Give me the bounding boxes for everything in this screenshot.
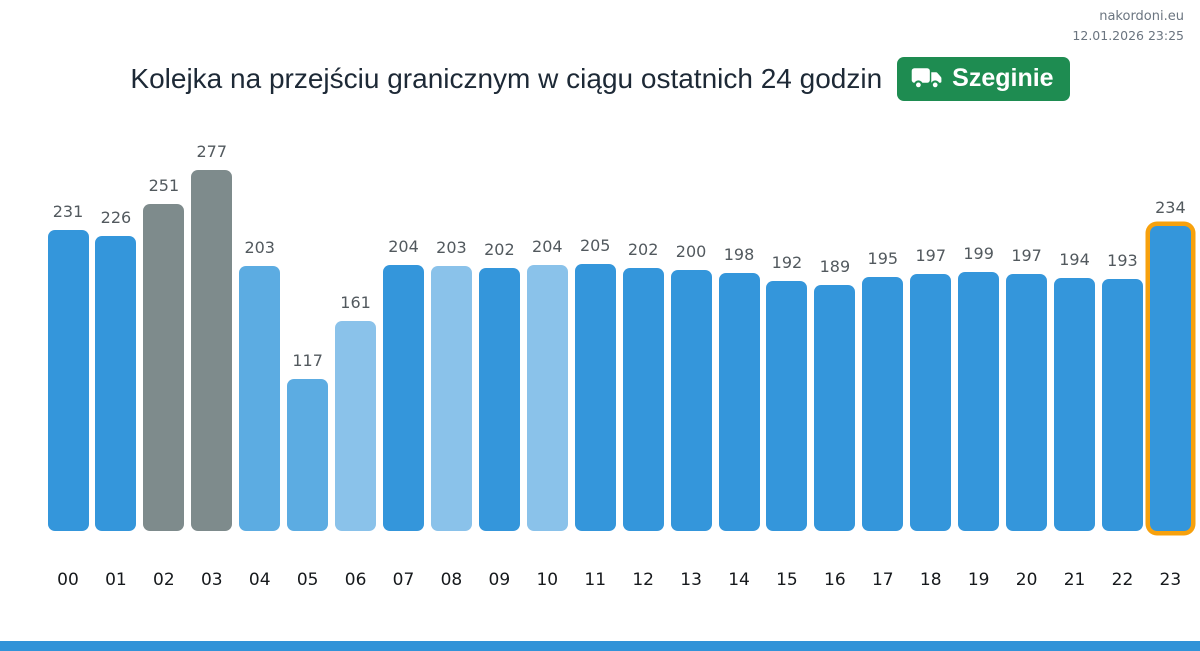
x-axis-label-02: 02: [153, 570, 175, 590]
bar-hour-02[interactable]: [143, 204, 185, 531]
x-axis-label-08: 08: [440, 570, 463, 590]
x-axis-label-10: 10: [536, 570, 559, 590]
bar-value-label-07: 204: [388, 237, 419, 256]
x-axis-label-23: 23: [1159, 570, 1182, 590]
bar-value-label-15: 192: [771, 253, 803, 272]
bar-hour-09[interactable]: [478, 268, 520, 531]
bar-value-label-18: 197: [915, 246, 946, 265]
bar-hour-08[interactable]: [430, 266, 472, 531]
footer-bar: [0, 641, 1200, 651]
x-axis-label-07: 07: [392, 570, 415, 590]
bar-value-label-22: 193: [1107, 251, 1138, 270]
bar-hour-04[interactable]: [239, 266, 281, 531]
bar-value-label-23: 234: [1155, 198, 1186, 217]
bar-value-label-04: 203: [244, 238, 275, 257]
bar-value-label-10: 204: [532, 237, 563, 256]
bar-hour-00[interactable]: [47, 230, 89, 531]
bar-value-label-01: 226: [100, 208, 132, 227]
bar-value-label-02: 251: [148, 176, 180, 195]
header-datetime: 12.01.2026 23:25: [1072, 27, 1184, 43]
x-axis-label-01: 01: [105, 570, 127, 590]
x-axis-label-20: 20: [1015, 570, 1038, 590]
bar-value-label-08: 203: [436, 238, 467, 257]
bar-value-label-06: 161: [340, 293, 371, 312]
bar-value-label-12: 202: [627, 240, 659, 259]
bar-hour-13[interactable]: [670, 270, 712, 531]
x-axis-label-09: 09: [488, 570, 511, 590]
bar-value-label-17: 195: [867, 249, 899, 268]
x-axis-label-05: 05: [296, 570, 319, 590]
x-axis-label-11: 11: [584, 570, 607, 590]
bar-hour-03[interactable]: [191, 170, 233, 531]
bar-hour-11[interactable]: [574, 264, 616, 531]
x-axis-label-19: 19: [967, 570, 990, 590]
x-axis-label-21: 21: [1063, 570, 1086, 590]
bar-hour-21[interactable]: [1054, 278, 1096, 531]
bar-value-label-11: 205: [579, 236, 611, 255]
bar-hour-23[interactable]: [1149, 226, 1191, 531]
bar-hour-19[interactable]: [958, 272, 1000, 531]
x-axis-label-14: 14: [728, 570, 750, 590]
bar-value-label-21: 194: [1059, 250, 1090, 269]
bar-value-label-20: 197: [1011, 246, 1042, 265]
bar-hour-16[interactable]: [814, 285, 856, 531]
bar-value-label-03: 277: [196, 142, 228, 161]
bar-value-label-19: 199: [963, 244, 994, 263]
bar-hour-12[interactable]: [622, 268, 664, 531]
x-axis-label-04: 04: [248, 570, 271, 590]
bar-hour-06[interactable]: [335, 321, 377, 531]
bar-value-label-05: 117: [292, 351, 323, 370]
truck-icon: [911, 66, 942, 90]
x-axis-label-12: 12: [632, 570, 654, 590]
bar-value-label-16: 189: [819, 257, 851, 276]
bar-value-label-14: 198: [723, 245, 755, 264]
x-axis-label-22: 22: [1111, 570, 1134, 590]
bar-value-label-00: 231: [52, 202, 84, 221]
bar-hour-22[interactable]: [1101, 279, 1143, 531]
x-axis-label-06: 06: [344, 570, 367, 590]
x-axis-label-18: 18: [919, 570, 942, 590]
bar-hour-17[interactable]: [862, 277, 904, 531]
x-axis-label-16: 16: [824, 570, 846, 590]
x-axis-label-13: 13: [680, 570, 702, 590]
x-axis-label-03: 03: [200, 570, 223, 590]
bar-hour-18[interactable]: [910, 274, 952, 531]
header-meta: nakordoni.eu 12.01.2026 23:25: [1072, 8, 1184, 45]
bar-value-label-09: 202: [484, 240, 515, 259]
badge-label: Szeginie: [952, 63, 1054, 92]
bar-hour-20[interactable]: [1006, 274, 1048, 531]
crossing-badge[interactable]: Szeginie: [897, 57, 1070, 101]
site-link[interactable]: nakordoni.eu: [1099, 9, 1184, 24]
bar-hour-14[interactable]: [718, 273, 760, 531]
x-axis-label-17: 17: [871, 570, 894, 590]
bar-hour-15[interactable]: [766, 281, 808, 531]
x-axis-label-15: 15: [776, 570, 798, 590]
bar-value-label-13: 200: [675, 242, 707, 261]
title-row: Kolejka na przejściu granicznym w ciągu …: [0, 54, 1200, 104]
page-title: Kolejka na przejściu granicznym w ciągu …: [130, 63, 883, 94]
bar-hour-01[interactable]: [95, 236, 137, 531]
bar-hour-10[interactable]: [526, 265, 568, 531]
bar-hour-05[interactable]: [287, 379, 329, 531]
bar-hour-07[interactable]: [383, 265, 424, 531]
x-axis-label-00: 00: [57, 570, 79, 590]
